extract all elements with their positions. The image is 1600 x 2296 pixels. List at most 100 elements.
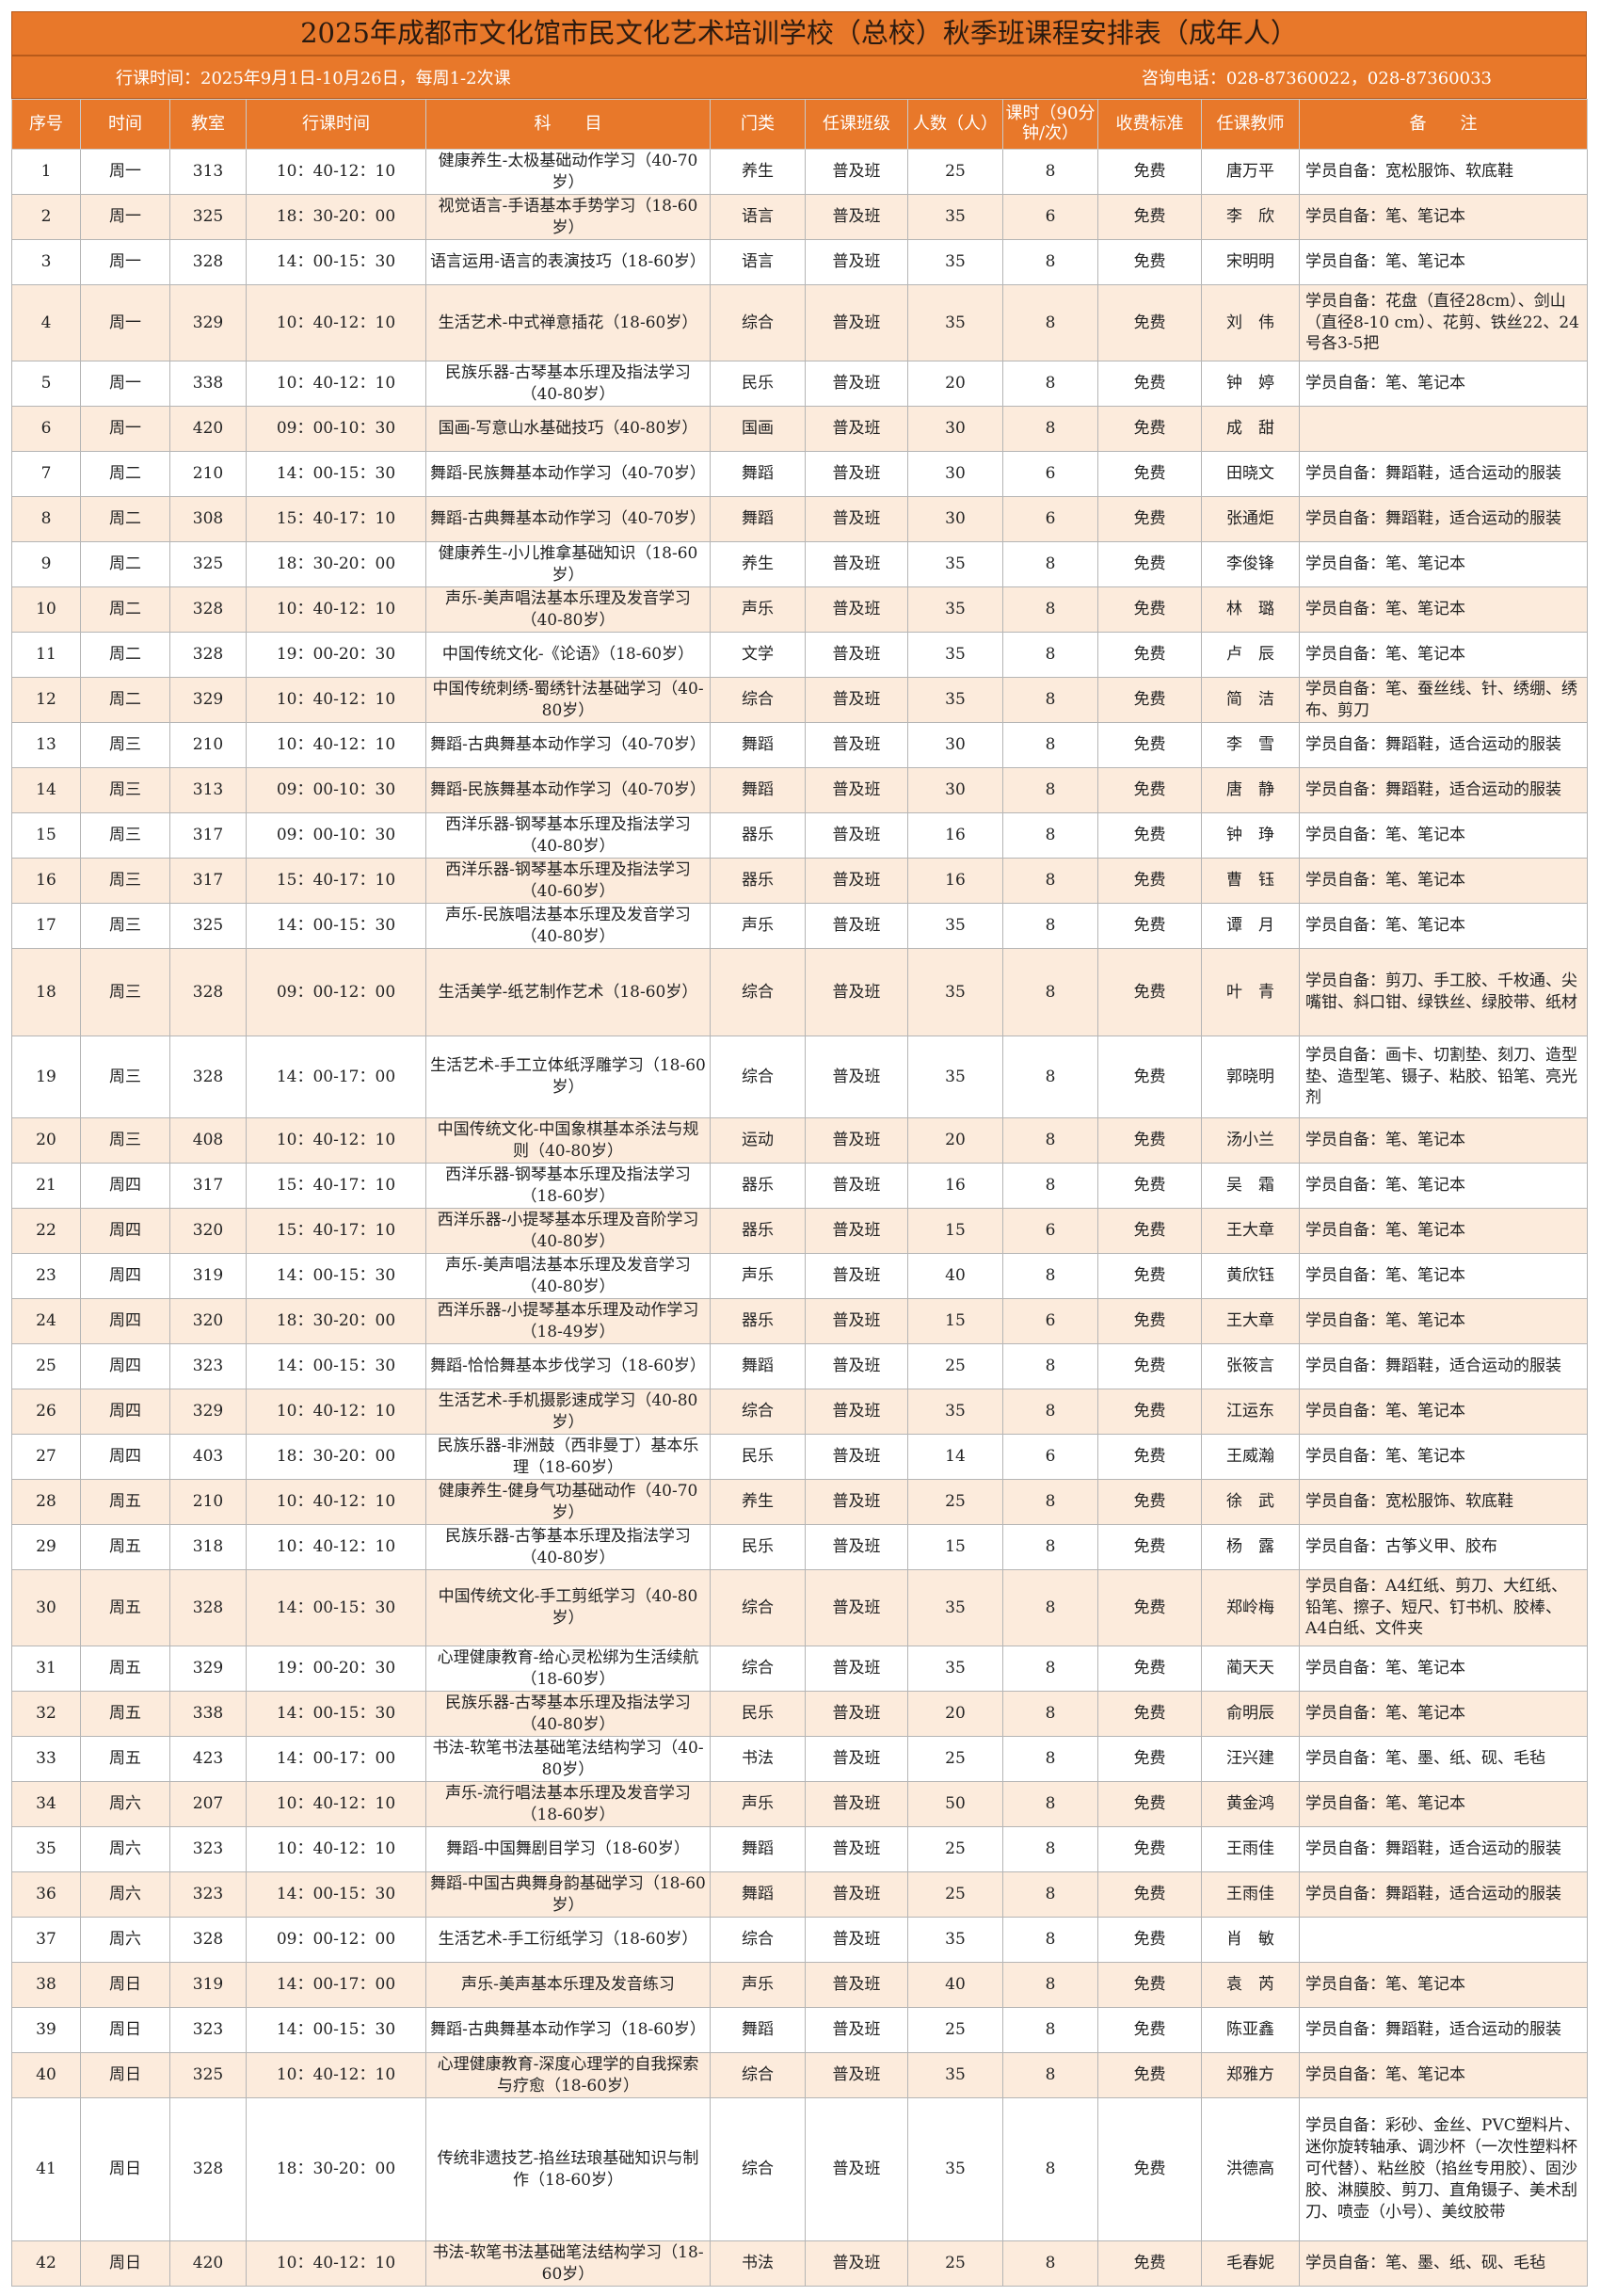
cell: 普及班 <box>805 2052 908 2098</box>
cell: 钟 琤 <box>1201 812 1300 859</box>
cell: 1 <box>11 149 81 195</box>
cell: 25 <box>907 1871 1003 1918</box>
cell: 210 <box>169 451 247 497</box>
cell: 35 <box>907 677 1003 723</box>
cell: 10：40-12：10 <box>246 677 426 723</box>
cell: 免费 <box>1097 1298 1202 1344</box>
cell: 13 <box>11 722 81 768</box>
cell: 民乐 <box>710 361 806 407</box>
cell: 学员自备：笔、笔记本 <box>1299 1117 1588 1164</box>
cell: 杨 露 <box>1201 1524 1300 1570</box>
cell: 8 <box>1002 2007 1098 2053</box>
course-row: 18 周三 328 09：00-12：00 生活美学-纸艺制作艺术（18-60岁） 综合普… <box>11 948 1588 1036</box>
cell: 328 <box>169 586 247 633</box>
course-row: 19 周三 328 14：00-17：00 生活艺术-手工立体纸浮雕学习（18-60岁）… <box>11 1036 1588 1118</box>
course-row: 34 周六 207 10：40-12：10 声乐-流行唱法基本乐理及发音学习（18-60… <box>11 1781 1588 1827</box>
cell: 民族乐器-非洲鼓（西非曼丁）基本乐理（18-60岁） <box>425 1434 711 1480</box>
cell: 西洋乐器-钢琴基本乐理及指法学习（40-80岁） <box>425 812 711 859</box>
cell: 35 <box>907 948 1003 1036</box>
cell: 2 <box>11 194 81 240</box>
cell: 简 洁 <box>1201 677 1300 723</box>
column-header: 序号 <box>11 99 81 150</box>
cell: 09：00-10：30 <box>246 406 426 452</box>
cell: 汪兴建 <box>1201 1736 1300 1782</box>
cell: 养生 <box>710 149 806 195</box>
cell: 声乐-流行唱法基本乐理及发音学习（18-60岁） <box>425 1781 711 1827</box>
cell: 12 <box>11 677 81 723</box>
cell: 免费 <box>1097 1253 1202 1299</box>
cell: 舞蹈-恰恰舞基本步伐学习（18-60岁） <box>425 1343 711 1389</box>
course-row: 4 周一 329 10：40-12：10 生活艺术-中式禅意插花（18-60岁） 综合 普及… <box>11 284 1588 361</box>
cell: 学员自备：笔、笔记本 <box>1299 586 1588 633</box>
cell: 33 <box>11 1736 81 1782</box>
cell: 民族乐器-古筝基本乐理及指法学习（40-80岁） <box>425 1524 711 1570</box>
cell: 3 <box>11 239 81 285</box>
cell: 15 <box>907 1524 1003 1570</box>
cell: 323 <box>169 1826 247 1872</box>
cell: 周四 <box>80 1208 170 1254</box>
cell: 民族乐器-古琴基本乐理及指法学习（40-80岁） <box>425 1691 711 1737</box>
cell: 免费 <box>1097 406 1202 452</box>
cell: 10：40-12：10 <box>246 361 426 407</box>
cell: 普及班 <box>805 677 908 723</box>
cell: 西洋乐器-小提琴基本乐理及动作学习（18-49岁） <box>425 1298 711 1344</box>
cell: 普及班 <box>805 1298 908 1344</box>
cell: 35 <box>907 1646 1003 1692</box>
cell: 普及班 <box>805 541 908 587</box>
cell: 西洋乐器-钢琴基本乐理及指法学习（40-60岁） <box>425 858 711 904</box>
course-row: 20 周三 408 10：40-12：10 中国传统文化-中国象棋基本杀法与规则（40-… <box>11 1117 1588 1164</box>
cell: 心理健康教育-深度心理学的自我探索与疗愈（18-60岁） <box>425 2052 711 2098</box>
cell: 免费 <box>1097 239 1202 285</box>
cell: 8 <box>1002 812 1098 859</box>
cell: 舞蹈-古典舞基本动作学习（40-70岁） <box>425 722 711 768</box>
cell: 19：00-20：30 <box>246 632 426 678</box>
cell: 江运东 <box>1201 1389 1300 1435</box>
cell: 普及班 <box>805 1736 908 1782</box>
cell: 35 <box>907 903 1003 949</box>
cell: 学员自备：笔、墨、纸、砚、毛毡 <box>1299 2240 1588 2287</box>
cell: 8 <box>1002 541 1098 587</box>
cell: 生活艺术-手工衍纸学习（18-60岁） <box>425 1917 711 1963</box>
cell: 8 <box>1002 948 1098 1036</box>
course-row: 12 周二 329 10：40-12：10 中国传统刺绣-蜀绣针法基础学习（40-80岁… <box>11 677 1588 723</box>
cell: 学员自备：舞蹈鞋，适合运动的服装 <box>1299 1826 1588 1872</box>
cell: 学员自备：宽松服饰、软底鞋 <box>1299 149 1588 195</box>
course-row: 6 周一 420 09：00-10：30 国画-写意山水基础技巧（40-80岁） 国画 普及… <box>11 406 1588 452</box>
cell: 8 <box>1002 1253 1098 1299</box>
course-row: 28 周五 210 10：40-12：10 健康养生-健身气功基础动作（40-70岁）养… <box>11 1479 1588 1525</box>
cell: 210 <box>169 1479 247 1525</box>
cell: 40 <box>11 2052 81 2098</box>
cell: 舞蹈 <box>710 1826 806 1872</box>
cell: 学员自备：画卡、切割垫、刻刀、造型垫、造型笔、镊子、粘胶、铅笔、亮光剂 <box>1299 1036 1588 1118</box>
cell: 8 <box>1002 2097 1098 2241</box>
cell: 周一 <box>80 194 170 240</box>
cell: 健康养生-太极基础动作学习（40-70岁） <box>425 149 711 195</box>
cell: 周四 <box>80 1389 170 1435</box>
cell: 声乐 <box>710 586 806 633</box>
cell: 免费 <box>1097 812 1202 859</box>
cell: 声乐-美声唱法基本乐理及发音学习（40-80岁） <box>425 586 711 633</box>
cell: 综合 <box>710 2097 806 2241</box>
cell: 普及班 <box>805 858 908 904</box>
cell: 普及班 <box>805 1781 908 1827</box>
cell: 曹 钰 <box>1201 858 1300 904</box>
cell: 舞蹈 <box>710 1343 806 1389</box>
cell: 周一 <box>80 361 170 407</box>
cell: 周二 <box>80 496 170 542</box>
cell: 14：00-15：30 <box>246 239 426 285</box>
cell: 25 <box>907 1736 1003 1782</box>
cell: 普及班 <box>805 767 908 813</box>
cell <box>1299 406 1588 452</box>
cell: 郭晓明 <box>1201 1036 1300 1118</box>
cell: 心理健康教育-给心灵松绑为生活续航（18-60岁） <box>425 1646 711 1692</box>
course-row: 17 周三 325 14：00-15：30 声乐-民族唱法基本乐理及发音学习（40-80… <box>11 903 1588 949</box>
cell: 周四 <box>80 1298 170 1344</box>
course-row: 38 周日 319 14：00-17：00 声乐-美声基本乐理及发音练习 声乐 普及班 40 8… <box>11 1962 1588 2008</box>
course-row: 14 周三 313 09：00-10：30 舞蹈-民族舞基本动作学习（40-70岁） 舞蹈… <box>11 767 1588 813</box>
cell: 王雨佳 <box>1201 1826 1300 1872</box>
cell: 6 <box>1002 451 1098 497</box>
cell: 黄欣钰 <box>1201 1253 1300 1299</box>
cell: 10：40-12：10 <box>246 2240 426 2287</box>
cell: 卢 辰 <box>1201 632 1300 678</box>
cell: 10：40-12：10 <box>246 1117 426 1164</box>
